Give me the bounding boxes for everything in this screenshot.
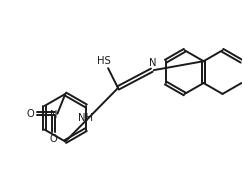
- Text: NH: NH: [78, 113, 93, 123]
- Text: O: O: [27, 109, 35, 119]
- Text: HS: HS: [97, 56, 111, 66]
- Text: N: N: [149, 58, 156, 68]
- Text: O: O: [50, 134, 57, 144]
- Text: N: N: [50, 110, 57, 120]
